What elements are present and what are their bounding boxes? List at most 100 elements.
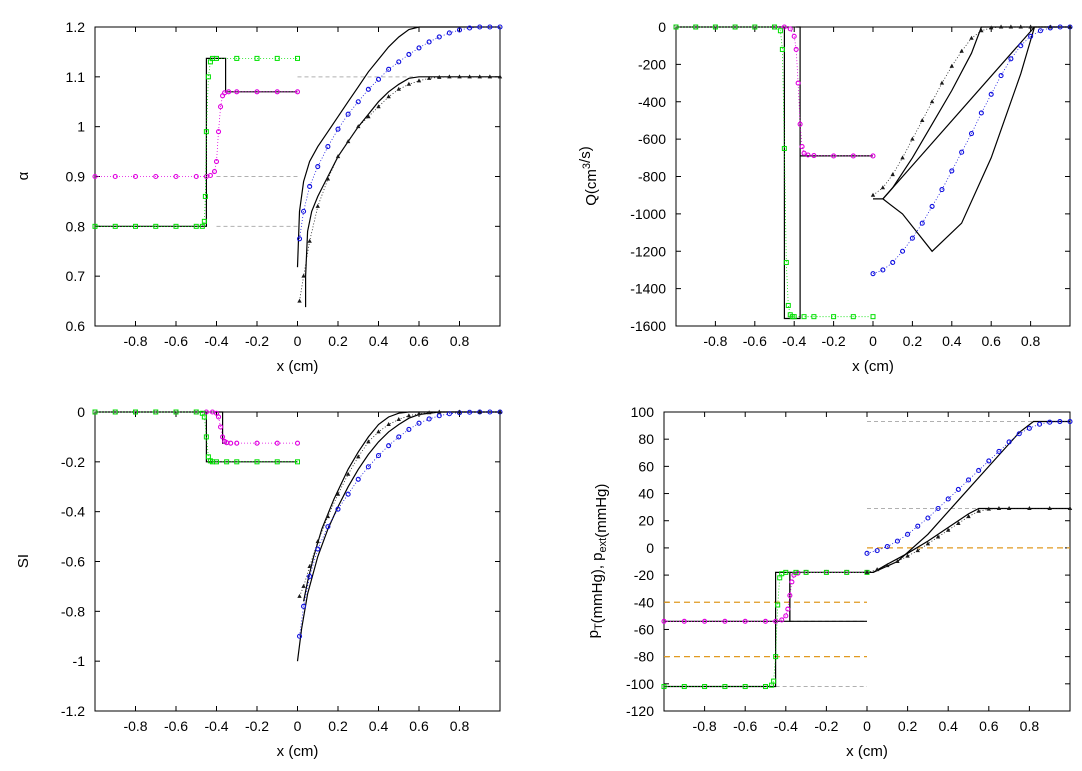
data-point [234, 459, 240, 465]
x-tick-label: -0.2 [245, 333, 269, 349]
data-point [1006, 505, 1012, 510]
data-point [365, 464, 371, 470]
data-point [831, 314, 837, 320]
data-point [297, 593, 302, 598]
data-point [890, 259, 896, 266]
data-point [487, 24, 493, 30]
x-tick-label: 0 [869, 333, 877, 349]
series-exact-left-SI [95, 411, 298, 463]
x-tick-label: -0.8 [703, 333, 727, 349]
data-point [969, 35, 974, 40]
y-tick-label: -100 [626, 676, 654, 692]
data-point [742, 618, 748, 624]
y-tick-label: -0.6 [61, 554, 85, 570]
data-point [789, 579, 795, 585]
series-numerical-green-Q-path [676, 26, 873, 318]
data-point [325, 514, 331, 519]
data-point [497, 409, 503, 414]
data-point [254, 440, 260, 446]
data-point [274, 459, 280, 465]
data-point [254, 55, 260, 61]
data-point [315, 539, 320, 544]
data-point [894, 538, 901, 544]
series-exact-right-black [296, 26, 500, 268]
data-point [1018, 43, 1024, 49]
x-tick-label: -0.8 [693, 718, 717, 734]
data-point [296, 236, 303, 242]
data-point [416, 420, 422, 426]
data-point [946, 527, 951, 532]
y-tick-label: -40 [634, 594, 654, 610]
data-point [214, 55, 219, 61]
series-exact-right-Q-upper [873, 26, 1070, 200]
data-point [345, 139, 351, 144]
y-tick-label: 1.1 [66, 69, 86, 85]
data-point [955, 486, 961, 493]
data-point [218, 424, 224, 430]
data-point [201, 218, 207, 224]
data-point [831, 153, 837, 159]
data-point [787, 26, 793, 32]
y-axis-label: α [15, 171, 32, 180]
data-point [112, 409, 118, 415]
data-point [1067, 505, 1073, 510]
x-tick-label: 0.6 [981, 333, 1001, 349]
data-point [925, 541, 931, 546]
data-point [978, 110, 984, 116]
data-point [446, 411, 452, 417]
data-point [793, 569, 799, 575]
data-point [133, 409, 138, 415]
data-point [773, 618, 779, 624]
data-point [801, 314, 807, 320]
series-exact-left-pressure [664, 571, 867, 688]
data-point [294, 89, 301, 95]
data-point [763, 684, 768, 690]
data-point [203, 129, 209, 135]
data-point [1016, 431, 1022, 437]
data-point [945, 496, 951, 502]
data-point [884, 543, 890, 550]
data-point [416, 78, 422, 83]
data-point [307, 563, 312, 568]
x-tick-label: 0.8 [450, 333, 470, 349]
data-point [1008, 24, 1014, 29]
data-point [437, 409, 442, 414]
data-point [791, 33, 797, 39]
data-point [345, 471, 351, 476]
data-point [844, 569, 850, 575]
data-point [203, 434, 209, 440]
y-tick-label: -200 [638, 56, 666, 72]
data-point [661, 684, 667, 690]
x-tick-label: 0.2 [903, 333, 923, 349]
y-tick-label: -0.4 [61, 504, 85, 520]
data-point [446, 30, 452, 36]
chart-pressure: -0.8 -0.6 -0.4 -0.2 0 0.2 0.4 0.6 0.8 -120 -100 -80… [585, 404, 1073, 760]
data-point [467, 74, 472, 79]
data-point [874, 567, 880, 572]
data-point [173, 173, 179, 180]
data-point [870, 271, 876, 277]
data-point [426, 410, 432, 415]
y-tick-label: 0.6 [66, 318, 86, 334]
series-numerical-magenta-alpha-path [95, 91, 298, 177]
data-point [315, 203, 320, 208]
data-point [1027, 505, 1032, 510]
series-numerical-blue-alpha-path [299, 26, 500, 239]
data-point [702, 684, 708, 690]
plot-frame [94, 411, 501, 712]
data-point [811, 314, 817, 320]
data-point [1037, 28, 1043, 34]
y-axis-label: SI [15, 554, 32, 568]
series-numerical-blue-Q-path [872, 26, 1070, 275]
data-point [365, 86, 371, 92]
series-numerical-green-SI-path [95, 411, 298, 463]
data-point [436, 34, 442, 40]
data-point [989, 25, 994, 30]
y-tick-label: -1000 [630, 206, 666, 222]
data-point [193, 223, 199, 229]
data-point [207, 172, 213, 179]
x-tick-label: -0.4 [774, 718, 798, 734]
series-exact-right-SI-1 [296, 411, 500, 662]
data-point [803, 569, 809, 575]
